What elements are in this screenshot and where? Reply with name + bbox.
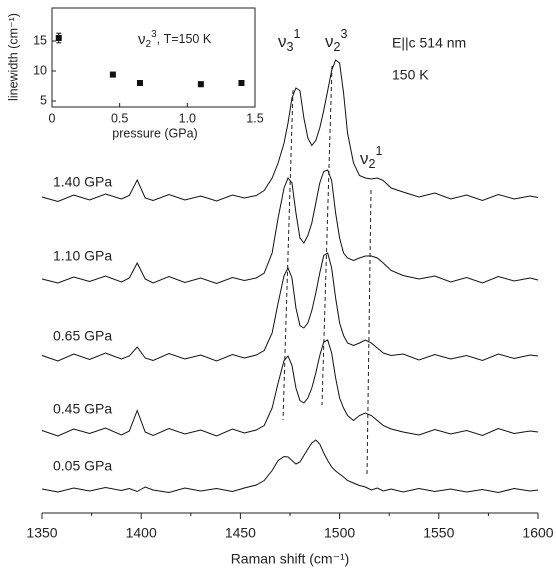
inset-y-tick-label: 5 [40,93,47,107]
peak-label: ν21 [360,144,382,171]
inset-annotation-base: ν [138,31,146,48]
peak-label-sub: 2 [369,157,376,171]
x-tick-label: 1350 [26,525,57,541]
spectrum-line [41,59,539,203]
series-label: 1.40 GPa [53,174,112,190]
inset-y-tick-label: 15 [33,33,47,47]
inset-x-tick-label: 0.5 [111,111,128,125]
inset-y-tick-label: 10 [33,63,47,77]
peak-label-base: ν [325,32,334,51]
peak-label-base: ν [278,32,287,51]
point [109,71,116,78]
annotation: 150 K [392,67,429,83]
x-tick-label: 1550 [423,525,454,541]
x-tick-label: 1600 [522,525,553,541]
peak-label: ν23 [325,27,347,54]
series-label: 0.05 GPa [53,458,112,474]
x-tick-label: 1450 [225,525,256,541]
peak-label-sup: 1 [293,27,300,41]
inset-frame [51,7,256,108]
spectrum-line [41,339,539,437]
inset-annotation: ν23, T=150 K [138,29,212,50]
peak-label-sub: 3 [287,40,294,54]
point [197,81,204,88]
inset-annotation-rest: , T=150 K [157,32,212,46]
peak-label-sup: 1 [375,144,382,158]
series-label: 0.65 GPa [53,328,112,344]
spectrum-line [41,439,539,494]
inset-annotation-sup: 3 [151,29,157,40]
annotation: E||c 514 nm [392,35,466,51]
series-label: 1.10 GPa [53,248,112,264]
inset-x-tick-label: 1.0 [179,111,196,125]
x-axis-label: Raman shift (cm⁻¹) [231,551,350,567]
spectrum-line [41,252,539,362]
point [55,35,62,41]
inset-x-tick-label: 0 [49,111,56,125]
peak-label-base: ν [360,149,369,168]
spectrum-line [41,169,539,285]
guide-line [321,65,333,406]
series-label: 0.45 GPa [53,401,112,417]
guide-line [366,189,372,476]
inset-x-label: pressure (GPa) [112,126,197,140]
inset-y-label: linewidth (cm⁻¹) [6,13,20,101]
point [136,80,143,86]
peak-label-sub: 2 [334,40,341,54]
inset-x-tick-label: 1.5 [246,111,263,125]
point [238,80,245,86]
guide-line [282,89,294,421]
peak-label-sup: 3 [340,27,347,41]
x-tick-label: 1400 [126,525,157,541]
inset-annotation-sub: 2 [146,39,152,50]
x-tick-label: 1500 [324,525,355,541]
peak-label: ν31 [278,27,300,54]
